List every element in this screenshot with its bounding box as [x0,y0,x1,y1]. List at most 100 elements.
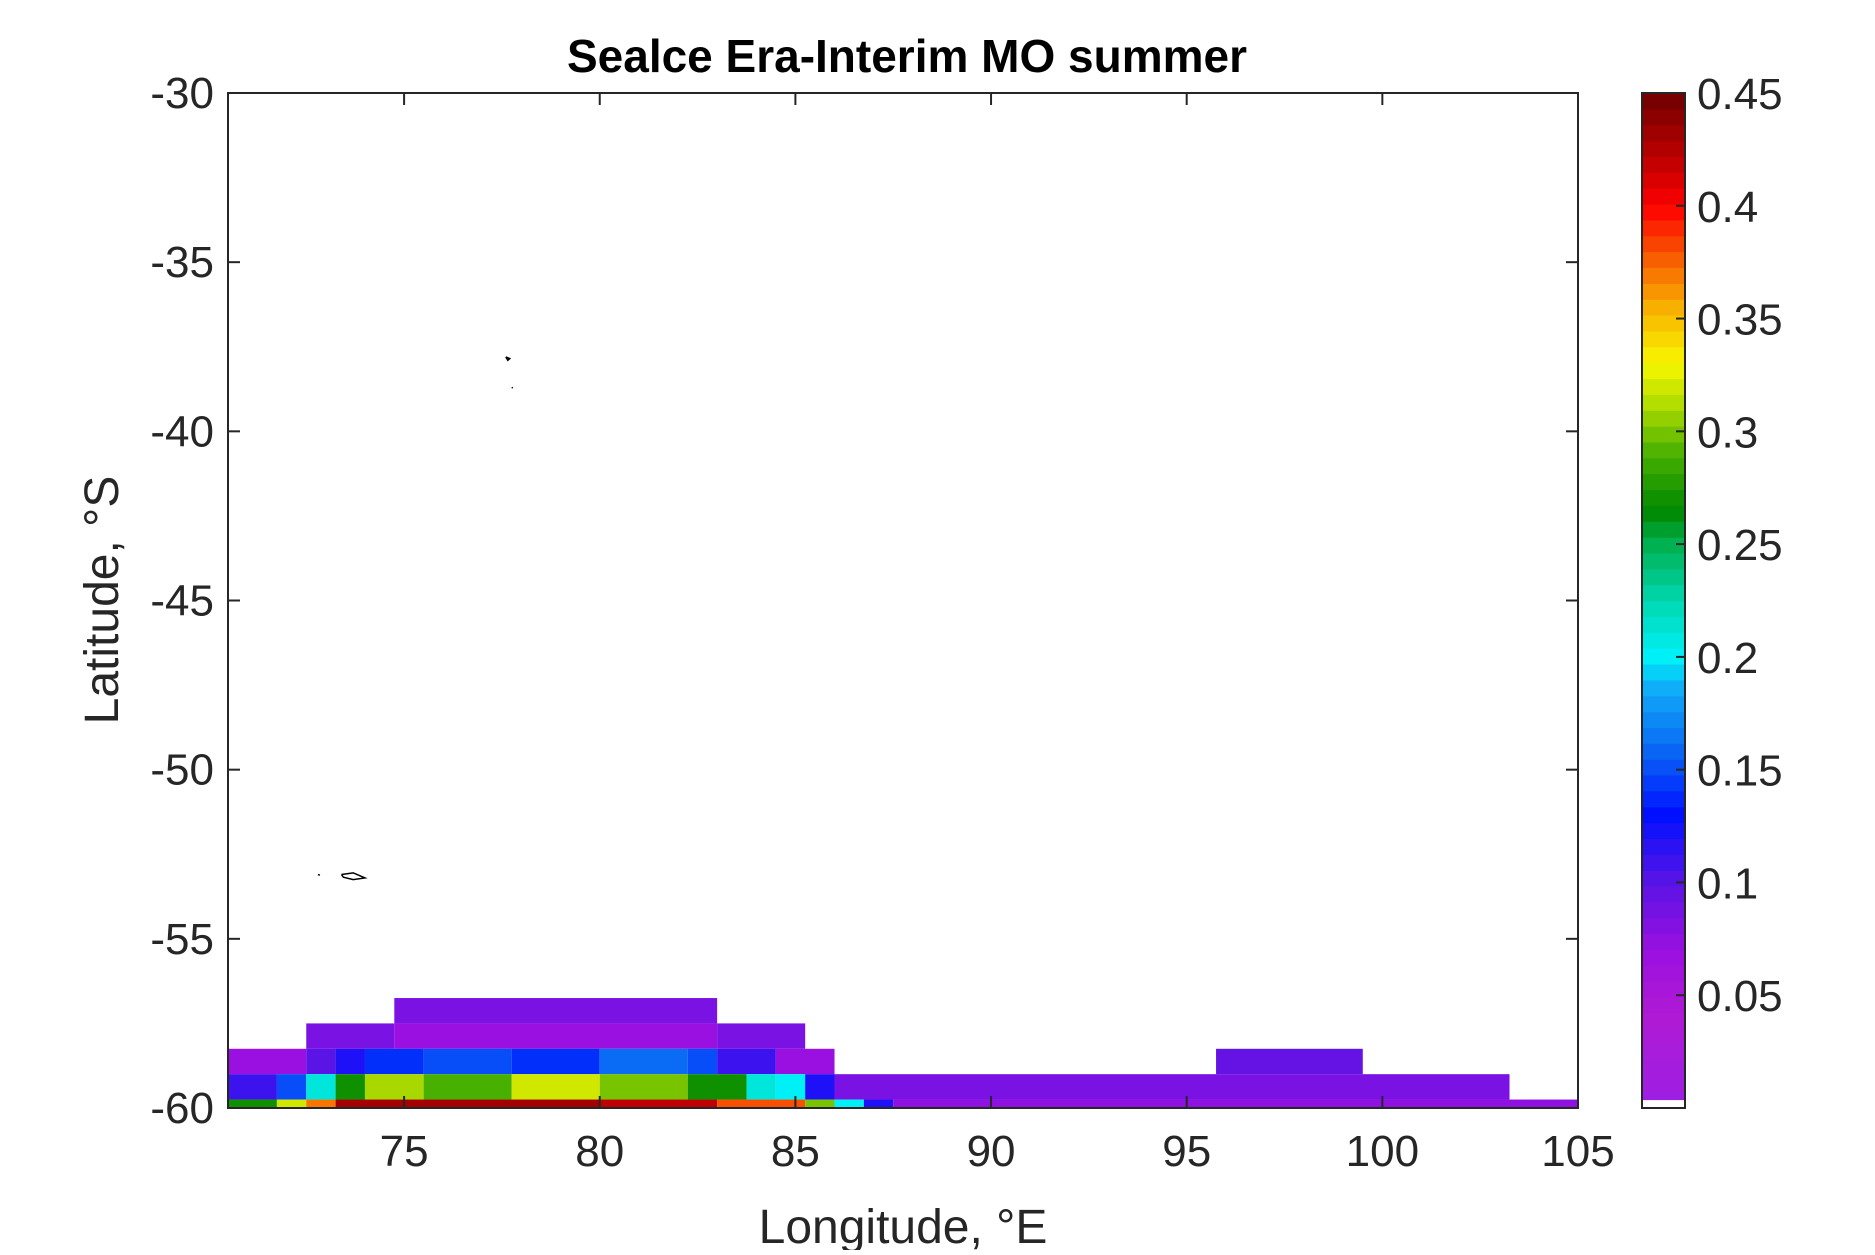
colorbar-segment-40 [1642,457,1685,475]
colorbar-segment-63 [1642,93,1685,110]
heatmap-cell-17 [306,1074,336,1100]
colorbar-tick-label-6: 0.35 [1697,296,1783,345]
colorbar: 0.05 0.1 0.15 0.2 0.25 0.3 0.35 0.4 0.45 [1641,70,1783,1109]
colorbar-segment-47 [1642,346,1685,364]
y-tick-label--35: -35 [150,238,214,287]
heatmap-cell-6 [335,1048,365,1075]
colorbar-segment-37 [1642,505,1685,522]
heatmap-cell-25 [775,1074,806,1100]
colorbar-tick-label-3: 0.2 [1697,634,1758,683]
colorbar-segment-17 [1642,822,1685,839]
colorbar-segment-9 [1642,949,1685,966]
heatmap-cell-35 [834,1099,864,1108]
heatmap-cell-14 [1216,1048,1363,1075]
colorbar-segment-4 [1642,1028,1685,1046]
colorbar-segment-24 [1642,711,1685,728]
colorbar-segment-36 [1642,521,1685,538]
heatmap-cell-31 [335,1099,600,1108]
colorbar-segment-23 [1642,727,1685,744]
heatmap-cell-7 [364,1048,424,1075]
colorbar-segment-55 [1642,219,1685,237]
colorbar-tick-label-2: 0.15 [1697,747,1783,796]
y-axis-ticks: -30 -35 -40 -45 -50 -55 -60 [150,69,1578,1133]
heatmap-cell-8 [423,1048,512,1075]
y-tick-label--30: -30 [150,69,214,118]
heatmap-cell-16 [276,1074,307,1100]
colorbar-tick-label-7: 0.4 [1697,183,1758,232]
heatmap-cells [228,998,1578,1108]
heatmap-cell-33 [717,1099,806,1108]
colorbar-segment-11 [1642,917,1685,935]
colorbar-zero-segment [1642,1100,1685,1108]
x-tick-label-75: 75 [380,1127,429,1176]
colorbar-segment-45 [1642,378,1685,395]
colorbar-segment-20 [1642,774,1685,792]
heatmap-cell-20 [423,1074,512,1100]
colorbar-segment-39 [1642,473,1685,491]
colorbar-segment-52 [1642,267,1685,284]
colorbar-tick-label-5: 0.3 [1697,408,1758,457]
x-tick-label-85: 85 [771,1127,820,1176]
coastline-2 [317,873,321,876]
colorbar-segment-12 [1642,901,1685,919]
colorbar-segment-19 [1642,790,1685,808]
colorbar-segment-53 [1642,251,1685,269]
colorbar-segment-7 [1642,981,1685,998]
heatmap-cell-27 [834,1074,1510,1100]
colorbar-segment-44 [1642,394,1685,411]
colorbar-segment-30 [1642,616,1685,633]
coastline-0 [505,356,512,362]
colorbar-segment-18 [1642,806,1685,824]
colorbar-ticks: 0.05 0.1 0.15 0.2 0.25 0.3 0.35 0.4 0.45 [1676,70,1783,1021]
colorbar-segment-58 [1642,172,1685,189]
colorbar-segment-59 [1642,156,1685,173]
colorbar-segment-3 [1642,1044,1685,1062]
heatmap-cell-26 [805,1074,835,1100]
heatmap-cell-22 [599,1074,688,1100]
colorbar-segment-41 [1642,441,1685,459]
colorbar-segment-43 [1642,410,1685,427]
heatmap-cell-29 [276,1099,307,1108]
colorbar-segment-29 [1642,632,1685,649]
colorbar-segment-34 [1642,552,1685,570]
colorbar-segment-26 [1642,679,1685,697]
colorbar-segment-31 [1642,600,1685,617]
coastlines [317,356,514,881]
colorbar-segment-48 [1642,330,1685,348]
heatmap-cell-23 [687,1074,747,1100]
x-axis-label: Longitude, °E [759,1201,1048,1250]
colorbar-segment-62 [1642,108,1685,126]
chart-title: Sealce Era-Interim MO summer [567,30,1247,82]
colorbar-segment-6 [1642,996,1685,1014]
heatmap-cell-2 [394,1023,718,1049]
colorbar-segment-15 [1642,854,1685,871]
colorbar-segment-25 [1642,695,1685,713]
colorbar-segment-35 [1642,537,1685,554]
colorbar-tick-label-1: 0.1 [1697,859,1758,908]
heatmap-cell-3 [717,1023,806,1049]
colorbar-tick-label-0: 0.05 [1697,972,1783,1021]
y-tick-label--45: -45 [150,577,214,626]
heatmap-cell-13 [775,1048,835,1075]
colorbar-segment-2 [1642,1060,1685,1077]
colorbar-segment-42 [1642,426,1685,443]
colorbar-segment-8 [1642,965,1685,982]
colorbar-segment-5 [1642,1012,1685,1030]
colorbar-segment-33 [1642,568,1685,586]
colorbar-segment-49 [1642,315,1685,332]
coastline-1 [511,386,514,389]
colorbar-segment-14 [1642,870,1685,887]
heatmap-cell-15 [228,1074,277,1100]
heatmap-cell-36 [863,1099,894,1108]
colorbar-tick-label-8: 0.45 [1697,70,1783,119]
heatmap-cell-4 [228,1048,307,1075]
heatmap-cell-32 [599,1099,718,1108]
colorbar-segment-21 [1642,759,1685,776]
heatmap-cell-12 [717,1048,776,1075]
x-tick-label-95: 95 [1162,1127,1211,1176]
colorbar-segment-56 [1642,204,1685,221]
heatmap-cell-10 [599,1048,688,1075]
colorbar-segment-50 [1642,299,1685,316]
